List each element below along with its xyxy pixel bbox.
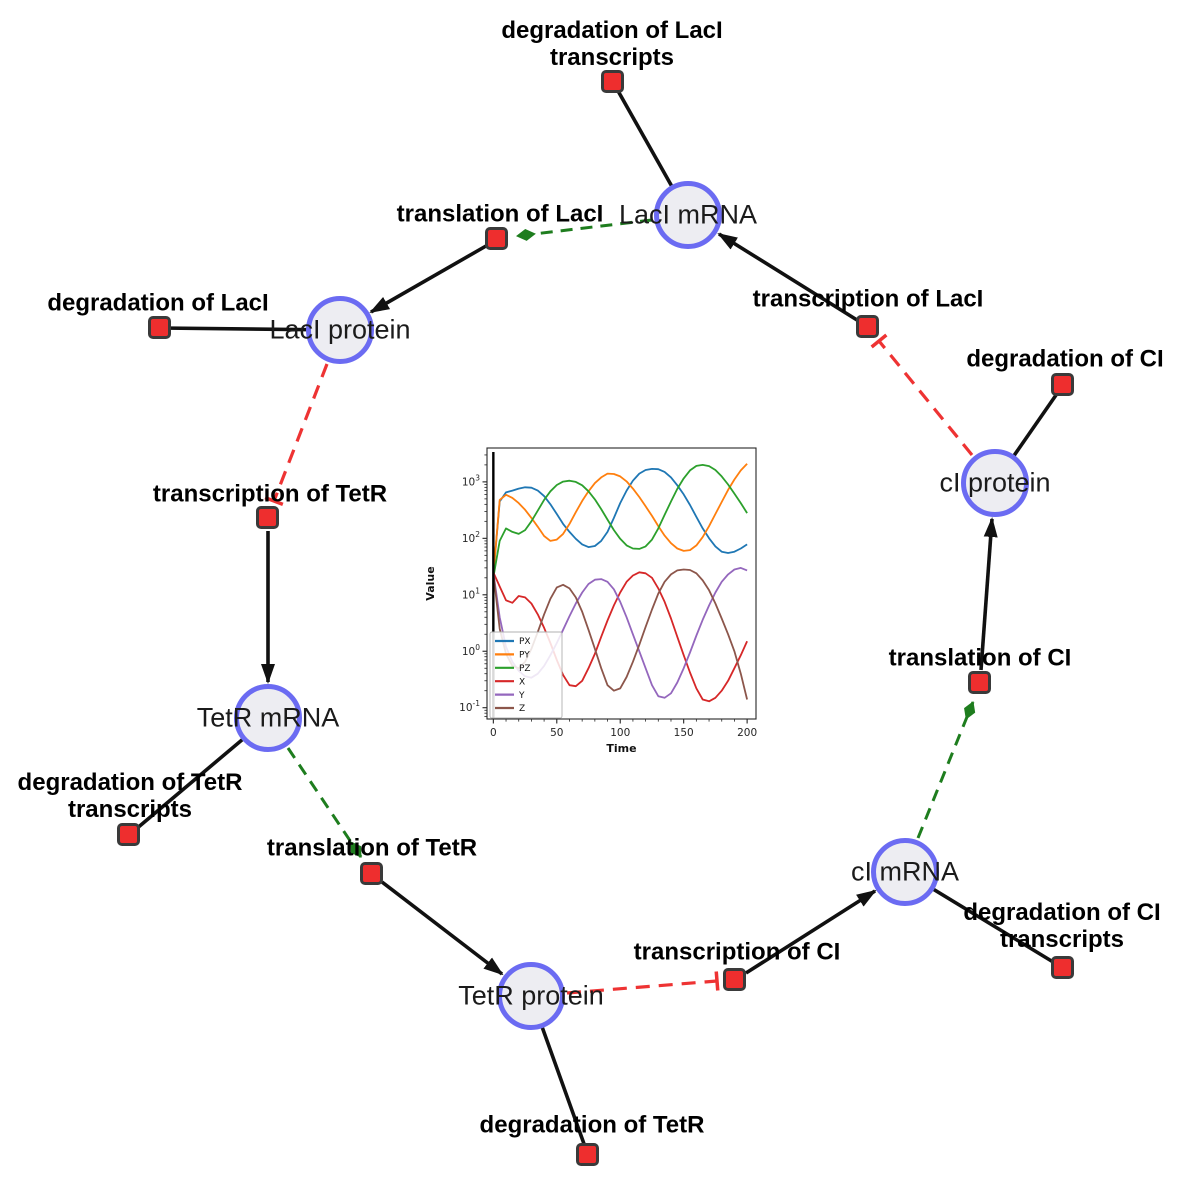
reaction-label-degradation-tetr-transcripts: degradation of TetR transcripts bbox=[17, 769, 243, 823]
legend: PX PY PZ XYZ bbox=[489, 631, 563, 719]
species-label-laci-protein: LacI protein bbox=[269, 314, 411, 345]
svg-text:100: 100 bbox=[610, 727, 630, 739]
reaction-label-transcription-laci: transcription of LacI bbox=[752, 285, 984, 313]
reaction-label-degradation-laci: degradation of LacI bbox=[47, 289, 269, 317]
x-axis: 0 50 100 150 200 bbox=[490, 719, 757, 739]
edge-translation-tetr-to-tetrprotein bbox=[380, 880, 504, 976]
legend-entry-X: X bbox=[519, 677, 525, 687]
svg-text:0: 0 bbox=[490, 727, 497, 739]
species-label-ci-mrna: cI mRNA bbox=[851, 856, 959, 887]
series-line-PZ bbox=[492, 464, 748, 578]
reaction-node-transcription-tetr bbox=[256, 506, 279, 529]
x-axis-title: Time bbox=[606, 742, 636, 755]
legend-entry-Y: Y bbox=[518, 691, 525, 701]
reaction-label-translation-laci: translation of LacI bbox=[396, 200, 604, 228]
species-label-tetr-mrna: TetR mRNA bbox=[196, 702, 340, 733]
svg-text:100: 100 bbox=[462, 643, 480, 658]
reaction-label-degradation-tetr: degradation of TetR bbox=[479, 1111, 705, 1139]
axes-frame bbox=[486, 447, 757, 720]
edge-inhibition-ciprotein-to-transcription-laci bbox=[870, 333, 974, 457]
edge-modifier-cimrna-to-translation-ci bbox=[916, 701, 976, 839]
reaction-node-degradation-laci bbox=[148, 316, 171, 339]
species-label-tetr-protein: TetR protein bbox=[458, 980, 604, 1011]
edge-translation-laci-to-laciprotein bbox=[369, 244, 487, 314]
timecourse-chart: 0 50 100 150 20010-1100101102103TimeValuePXP… bbox=[424, 447, 757, 755]
y-axis-title: Value bbox=[424, 566, 437, 600]
legend-entry-Z: Z bbox=[519, 704, 525, 714]
reaction-node-translation-ci bbox=[968, 671, 991, 694]
reaction-node-degradation-tetr bbox=[576, 1143, 599, 1166]
svg-text:102: 102 bbox=[462, 530, 480, 545]
reaction-node-degradation-ci bbox=[1051, 373, 1074, 396]
reaction-label-translation-ci: translation of CI bbox=[888, 644, 1072, 672]
series-line-X bbox=[492, 571, 748, 703]
y-axis: 10-1 100 101 102 103 bbox=[459, 454, 487, 717]
reaction-node-translation-laci bbox=[485, 227, 508, 250]
reaction-label-transcription-tetr: transcription of TetR bbox=[152, 480, 388, 508]
reaction-label-translation-tetr: translation of TetR bbox=[266, 834, 478, 862]
reaction-node-transcription-laci bbox=[856, 315, 879, 338]
legend-entry-PY: PY bbox=[519, 651, 530, 661]
reaction-node-degradation-ci-transcripts bbox=[1051, 956, 1074, 979]
reaction-label-degradation-ci: degradation of CI bbox=[966, 345, 1164, 373]
species-label-ci-protein: cI protein bbox=[939, 467, 1051, 498]
timecourse-inset-plot: 0 50 100 150 200 10-1 100 101 102 103 Time Value PX P… bbox=[420, 436, 770, 770]
svg-text:50: 50 bbox=[550, 727, 563, 739]
reaction-node-transcription-ci bbox=[723, 968, 746, 991]
svg-text:200: 200 bbox=[737, 727, 757, 739]
reaction-node-degradation-laci-transcripts bbox=[601, 70, 624, 93]
svg-text:103: 103 bbox=[462, 473, 480, 488]
species-label-laci-mrna: LacI mRNA bbox=[618, 199, 758, 230]
reaction-node-translation-tetr bbox=[360, 862, 383, 885]
reaction-label-degradation-ci-transcripts: degradation of CI transcripts bbox=[963, 899, 1161, 953]
legend-entry-PZ: PZ bbox=[519, 664, 531, 674]
reaction-label-degradation-laci-transcripts: degradation of LacI transcripts bbox=[501, 17, 723, 71]
reaction-node-degradation-tetr-transcripts bbox=[117, 823, 140, 846]
series-line-PY bbox=[492, 463, 748, 576]
reaction-label-transcription-ci: transcription of CI bbox=[633, 938, 841, 966]
legend-entry-PX: PX bbox=[519, 637, 531, 647]
svg-text:10-1: 10-1 bbox=[459, 699, 480, 714]
svg-text:150: 150 bbox=[674, 727, 694, 739]
svg-text:101: 101 bbox=[462, 586, 480, 601]
